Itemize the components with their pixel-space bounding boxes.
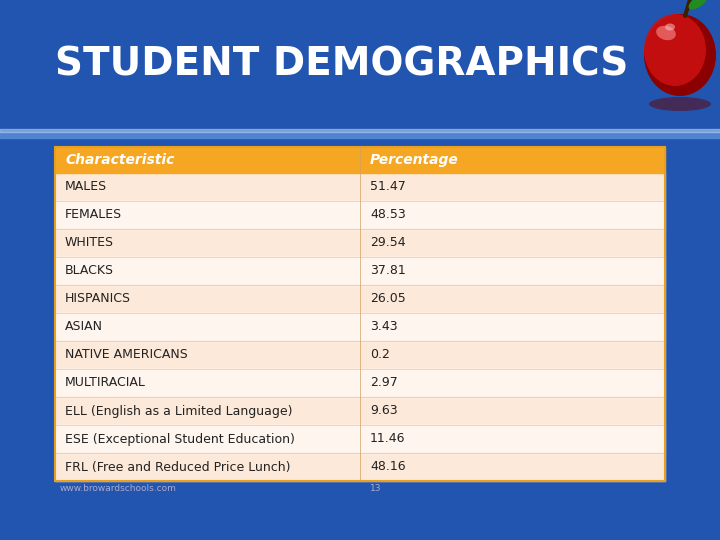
Text: BLACKS: BLACKS	[65, 265, 114, 278]
Ellipse shape	[644, 14, 706, 86]
Text: MULTIRACIAL: MULTIRACIAL	[65, 376, 146, 389]
Ellipse shape	[656, 26, 676, 40]
Ellipse shape	[644, 14, 716, 96]
Text: WHITES: WHITES	[65, 237, 114, 249]
Text: 9.63: 9.63	[370, 404, 397, 417]
Text: 0.2: 0.2	[370, 348, 390, 361]
Text: www.browardschools.com: www.browardschools.com	[60, 484, 177, 493]
Bar	[55, 147, 665, 481]
Text: 13: 13	[370, 484, 382, 493]
Text: STUDENT DEMOGRAPHICS: STUDENT DEMOGRAPHICS	[55, 46, 629, 84]
Bar	[55, 425, 665, 453]
Bar	[55, 369, 665, 397]
Text: NATIVE AMERICANS: NATIVE AMERICANS	[65, 348, 188, 361]
Bar	[55, 313, 665, 341]
Bar	[55, 453, 665, 481]
Bar	[55, 173, 665, 201]
Text: ELL (English as a Limited Language): ELL (English as a Limited Language)	[65, 404, 292, 417]
Text: 48.53: 48.53	[370, 208, 406, 221]
Text: 11.46: 11.46	[370, 433, 405, 446]
Text: FEMALES: FEMALES	[65, 208, 122, 221]
Bar	[55, 397, 665, 425]
Ellipse shape	[649, 97, 711, 111]
Text: ASIAN: ASIAN	[65, 321, 103, 334]
Text: 51.47: 51.47	[370, 180, 406, 193]
Text: MALES: MALES	[65, 180, 107, 193]
Ellipse shape	[688, 0, 708, 10]
Bar	[55, 285, 665, 313]
Text: 48.16: 48.16	[370, 461, 405, 474]
Text: 26.05: 26.05	[370, 293, 406, 306]
Text: 37.81: 37.81	[370, 265, 406, 278]
Text: HISPANICS: HISPANICS	[65, 293, 131, 306]
Bar	[55, 257, 665, 285]
Text: Characteristic: Characteristic	[65, 153, 174, 167]
Text: Percentage: Percentage	[370, 153, 459, 167]
Bar	[55, 147, 665, 173]
Bar	[55, 229, 665, 257]
Text: 29.54: 29.54	[370, 237, 405, 249]
Text: FRL (Free and Reduced Price Lunch): FRL (Free and Reduced Price Lunch)	[65, 461, 290, 474]
Bar	[55, 341, 665, 369]
Text: 3.43: 3.43	[370, 321, 397, 334]
Text: ESE (Exceptional Student Education): ESE (Exceptional Student Education)	[65, 433, 295, 446]
Ellipse shape	[665, 24, 675, 30]
Text: 2.97: 2.97	[370, 376, 397, 389]
Bar	[55, 201, 665, 229]
